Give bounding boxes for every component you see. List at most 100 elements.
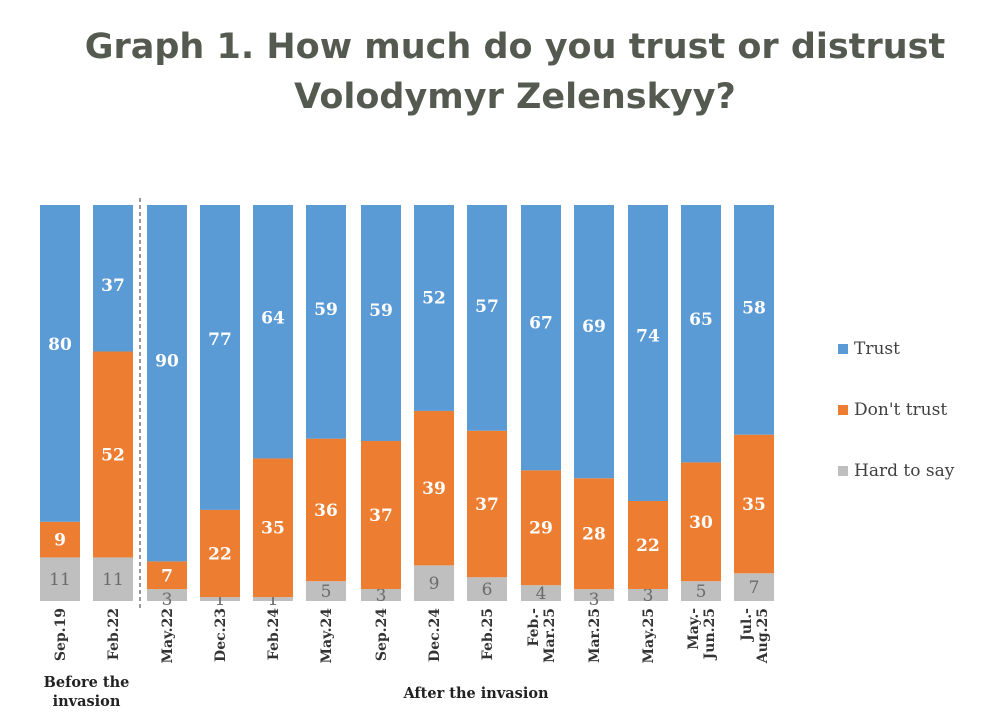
bar-hard-to-say-7 [414,565,454,601]
chart-title-line-1: Graph 1. How much do you trust or distru… [84,27,946,67]
bar-trust-6 [361,205,401,441]
data-label-hard-to-say-6: 3 [376,586,387,606]
category-label-8-line-0: Feb.25 [480,608,496,660]
bar-trust-11 [628,205,668,501]
group-label-1-line-0: After the invasion [402,685,549,702]
data-label-don-t-trust-6: 37 [369,506,393,526]
category-label-1: Feb.22 [106,608,122,660]
data-label-trust-11: 74 [636,326,660,346]
bar-hard-to-say-0 [40,557,80,601]
data-label-don-t-trust-0: 9 [54,531,66,551]
bar-trust-4 [253,205,293,459]
category-label-12-line-1: Jun.25 [702,608,718,661]
data-label-hard-to-say-11: 3 [643,586,654,606]
data-label-hard-to-say-1: 11 [102,570,124,590]
data-label-trust-5: 59 [314,300,338,320]
data-label-don-t-trust-13: 35 [742,495,766,515]
category-label-1-line-0: Feb.22 [106,608,122,660]
data-label-don-t-trust-5: 36 [314,501,338,521]
bar-trust-9 [521,205,561,471]
group-label-0-line-0: Before the [44,674,130,691]
bar-trust-3 [200,205,240,510]
data-label-hard-to-say-5: 5 [321,582,332,602]
data-label-trust-13: 58 [742,298,766,318]
data-label-don-t-trust-1: 52 [101,445,125,465]
category-label-9: Feb.- Mar.25 [526,608,558,663]
bar-hard-to-say-1 [93,557,133,601]
data-label-hard-to-say-7: 9 [429,574,440,594]
category-label-13-line-0: Jul.- [739,608,755,643]
data-label-hard-to-say-10: 3 [589,590,600,610]
data-label-hard-to-say-2: 3 [162,590,173,610]
bar-hard-to-say-3 [200,597,240,601]
data-label-don-t-trust-10: 28 [582,525,606,545]
bar-trust-2 [147,205,187,562]
data-label-hard-to-say-4: 1 [268,590,279,610]
bar-don-t-trust-7 [414,410,454,566]
bar-hard-to-say-6 [361,589,401,601]
data-label-trust-10: 69 [582,317,606,337]
category-label-2-line-0: May.22 [160,608,176,663]
category-label-0-line-0: Sep.19 [53,608,69,661]
legend-swatch-hard-to-say [838,466,848,476]
bar-don-t-trust-5 [306,438,346,582]
data-label-trust-12: 65 [689,310,713,330]
category-label-5-line-0: May.24 [319,608,335,664]
bar-trust-1 [93,205,133,352]
chart-title-line-2: Volodymyr Zelenskyy? [294,77,736,117]
bar-don-t-trust-13 [734,434,774,574]
data-label-hard-to-say-12: 5 [696,582,707,602]
bar-hard-to-say-9 [521,585,561,601]
data-label-hard-to-say-3: 1 [215,590,226,610]
data-label-don-t-trust-3: 22 [208,544,232,564]
bar-trust-5 [306,205,346,439]
data-label-hard-to-say-0: 11 [49,570,71,590]
category-label-10-line-0: Mar.25 [587,608,603,663]
bar-trust-13 [734,205,774,435]
data-label-don-t-trust-7: 39 [422,479,446,499]
data-label-trust-6: 59 [369,301,393,321]
category-label-3-line-0: Dec.23 [213,608,229,662]
data-label-trust-2: 90 [155,352,179,372]
category-label-4: Feb.24 [266,608,282,660]
category-label-6: Sep.24 [374,608,390,661]
legend-swatch-trust [838,344,848,354]
bar-hard-to-say-10 [574,589,614,601]
bar-hard-to-say-4 [253,597,293,601]
bar-hard-to-say-8 [467,577,507,601]
data-label-don-t-trust-2: 7 [161,566,173,586]
bar-don-t-trust-11 [628,501,668,589]
bar-don-t-trust-3 [200,509,240,598]
category-label-6-line-0: Sep.24 [374,608,390,661]
legend-label-hard-to-say: Hard to say [854,461,955,481]
legend-swatch-don-t-trust [838,405,848,415]
category-label-11: May.25 [641,608,657,663]
category-label-7-line-0: Dec.24 [427,608,443,662]
category-label-10: Mar.25 [587,608,603,663]
data-label-trust-4: 64 [261,308,285,328]
category-label-7: Dec.24 [427,608,443,662]
data-label-don-t-trust-9: 29 [529,519,553,539]
legend-label-trust: Trust [854,339,900,359]
bar-don-t-trust-9 [521,470,561,586]
category-label-12: May.- Jun.25 [686,608,718,662]
category-label-13-line-1: Aug.25 [755,608,771,664]
bar-trust-8 [467,205,507,431]
bar-don-t-trust-6 [361,441,401,589]
data-label-hard-to-say-8: 6 [482,580,493,600]
category-label-4-line-0: Feb.24 [266,608,282,660]
category-label-11-line-0: May.25 [641,608,657,663]
bar-don-t-trust-1 [93,351,133,558]
category-label-9-line-0: Feb.- [526,608,542,647]
bar-don-t-trust-2 [147,561,187,590]
data-label-hard-to-say-13: 7 [749,578,760,598]
data-label-trust-1: 37 [101,276,125,296]
bar-don-t-trust-8 [467,430,507,578]
chart-title: Graph 1. How much do you trust or distru… [0,22,1000,122]
category-label-12-line-0: May.- [686,608,702,650]
bar-hard-to-say-5 [306,581,346,601]
bar-hard-to-say-13 [734,573,774,601]
category-label-0: Sep.19 [53,608,69,661]
data-label-don-t-trust-8: 37 [475,495,499,515]
